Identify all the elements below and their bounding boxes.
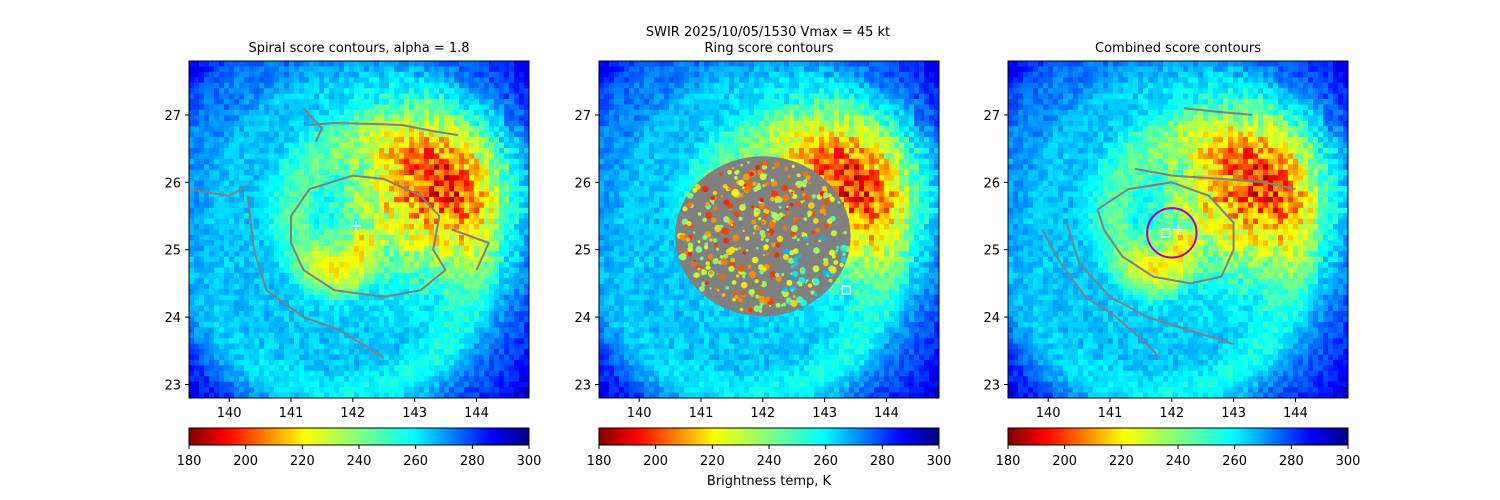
colorbar-tick-label: 200	[1052, 454, 1077, 469]
colorbar-tick-label: 200	[643, 454, 668, 469]
colorbar-tick-label: 280	[1279, 454, 1304, 469]
y-tick-label: 25	[983, 244, 1000, 259]
x-tick-label: 141	[279, 406, 304, 421]
x-tick-label: 142	[750, 406, 775, 421]
colorbar-tick-label: 180	[996, 454, 1021, 469]
colorbar-tick-label: 300	[1336, 454, 1361, 469]
x-tick-label: 144	[1283, 406, 1308, 421]
panel-title: Ring score contours	[704, 41, 833, 56]
score-contour	[1096, 181, 1235, 285]
score-contour	[1184, 107, 1253, 116]
colorbar-tick-label: 300	[927, 454, 952, 469]
score-contour	[451, 228, 490, 271]
colorbar-tick-label: 240	[1166, 454, 1191, 469]
colorbar-tick-label: 220	[1109, 454, 1134, 469]
y-tick-label: 25	[574, 244, 591, 259]
colorbar-tick-label: 200	[233, 454, 258, 469]
panel-1: Spiral score contours, alpha = 1.8 140 141…	[164, 41, 530, 421]
colorbar: 180 200 220 240 260 280 300	[996, 427, 1361, 469]
score-contour	[1134, 167, 1296, 191]
colorbar-tick-label: 280	[460, 454, 485, 469]
colorbar-label: Brightness temp, K	[707, 474, 832, 489]
colorbar-tick-label: 280	[870, 454, 895, 469]
center-plus-marker	[350, 221, 361, 232]
x-tick-label: 142	[340, 406, 365, 421]
x-tick-label: 140	[627, 406, 652, 421]
colorbar-tick-label: 260	[813, 454, 838, 469]
score-contour	[302, 107, 323, 143]
y-tick-label: 23	[574, 379, 591, 394]
center-square-marker	[841, 285, 851, 295]
y-tick-label: 23	[983, 379, 1000, 394]
y-tick-label: 27	[574, 109, 591, 124]
center-square-marker	[1160, 228, 1171, 238]
colorbar-tick-label: 220	[290, 454, 315, 469]
colorbar-tick-label: 260	[403, 454, 428, 469]
x-tick-label: 143	[812, 406, 837, 421]
x-tick-label: 140	[1036, 406, 1061, 421]
colorbar-tick-label: 240	[347, 454, 372, 469]
y-tick-label: 27	[164, 109, 181, 124]
x-tick-label: 143	[1221, 406, 1246, 421]
y-tick-label: 27	[983, 109, 1000, 124]
axes-frame	[188, 60, 530, 399]
colorbar-tick-label: 180	[587, 454, 612, 469]
y-tick-label: 24	[983, 311, 1000, 326]
score-contour	[246, 195, 385, 359]
y-tick-label: 24	[164, 311, 181, 326]
panel-title: Spiral score contours, alpha = 1.8	[248, 41, 469, 56]
x-tick-label: 140	[217, 406, 242, 421]
colorbar-tick-label: 220	[700, 454, 725, 469]
y-tick-label: 24	[574, 311, 591, 326]
score-contour	[290, 174, 447, 298]
axes-frame	[598, 60, 940, 399]
score-contour	[309, 122, 459, 137]
y-tick-label: 23	[164, 379, 181, 394]
colorbar-tick-label: 300	[517, 454, 542, 469]
score-contour	[1041, 229, 1161, 359]
panel-title: Combined score contours	[1095, 41, 1261, 56]
colorbar: 180 200 220 240 260 280 300	[177, 427, 542, 469]
y-tick-label: 26	[574, 176, 591, 191]
colorbar: 180 200 220 240 260 280 300 Brightness temp, K	[587, 427, 952, 489]
colorbar-tick-label: 260	[1222, 454, 1247, 469]
center-plus-marker	[1173, 224, 1183, 235]
y-tick-label: 26	[164, 176, 181, 191]
x-tick-label: 141	[1098, 406, 1123, 421]
panel-2: Ring score contours 140 141 142 143 144 23 24 25…	[574, 41, 940, 421]
colorbar-tick-label: 180	[177, 454, 202, 469]
x-tick-label: 142	[1159, 406, 1184, 421]
y-tick-label: 25	[164, 244, 181, 259]
y-tick-label: 26	[983, 176, 1000, 191]
colorbar-tick-label: 240	[757, 454, 782, 469]
score-contour	[1065, 222, 1234, 346]
center-fit-circle	[1146, 207, 1198, 259]
x-tick-label: 141	[689, 406, 714, 421]
x-tick-label: 143	[402, 406, 427, 421]
figure-suptitle: SWIR 2025/10/05/1530 Vmax = 45 kt	[646, 25, 890, 40]
x-tick-label: 144	[874, 406, 899, 421]
x-tick-label: 144	[464, 406, 489, 421]
score-contour	[189, 184, 249, 197]
panel-3: Combined score contours 140 141 142 143 144 23…	[983, 41, 1349, 421]
brightness-temp-image	[189, 61, 529, 398]
ring-score-overlay	[675, 156, 851, 317]
axes-frame	[1007, 60, 1349, 399]
